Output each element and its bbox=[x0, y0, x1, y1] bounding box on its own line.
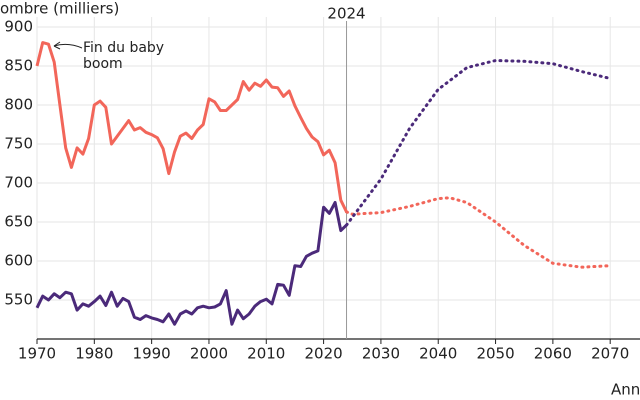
y-tick-label: 600 bbox=[4, 252, 33, 270]
y-tick-label: 800 bbox=[4, 96, 33, 114]
y-tick-label: 700 bbox=[4, 174, 33, 192]
y-axis-title: ombre (milliers) bbox=[0, 0, 119, 18]
y-tick-label: 550 bbox=[4, 291, 33, 309]
annotation-arrow bbox=[53, 43, 83, 49]
series-line bbox=[35, 201, 348, 326]
annotation-arrowhead bbox=[53, 41, 61, 50]
y-tick-label: 650 bbox=[4, 213, 33, 231]
x-tick-label: 2040 bbox=[419, 345, 457, 363]
annotation: Fin du baby boom bbox=[83, 40, 165, 72]
x-tick-label: 2030 bbox=[362, 345, 400, 363]
x-axis-title: Ann bbox=[611, 381, 640, 399]
x-tick-label: 2020 bbox=[305, 345, 343, 363]
x-tick-label: 1990 bbox=[133, 345, 171, 363]
x-tick-label: 2050 bbox=[476, 345, 514, 363]
x-tick-label: 1980 bbox=[75, 345, 113, 363]
series-line bbox=[35, 41, 348, 213]
x-tick-label: 2000 bbox=[190, 345, 228, 363]
series-line bbox=[345, 59, 612, 227]
x-tick-label: 1970 bbox=[18, 345, 56, 363]
marker-label: 2024 bbox=[327, 5, 365, 23]
y-tick-label: 850 bbox=[4, 57, 33, 75]
y-tick-label: 900 bbox=[4, 18, 33, 36]
x-tick-label: 2070 bbox=[591, 345, 629, 363]
series-line bbox=[345, 196, 612, 269]
y-tick-label: 750 bbox=[4, 135, 33, 153]
x-tick-label: 2060 bbox=[534, 345, 572, 363]
x-tick-label: 2010 bbox=[247, 345, 285, 363]
